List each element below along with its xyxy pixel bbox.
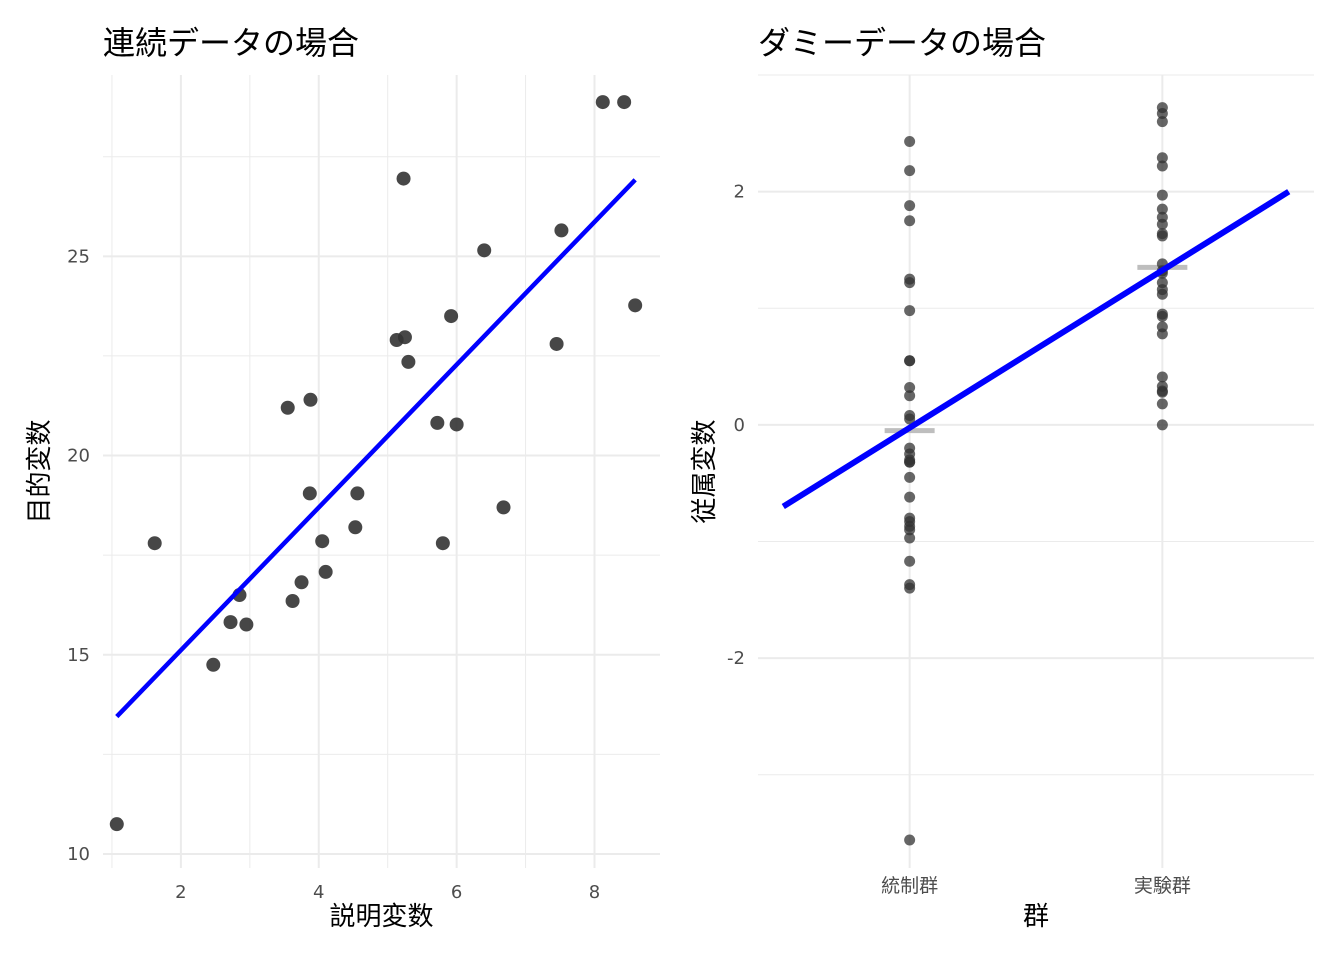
data-point (1156, 116, 1168, 128)
data-point (350, 486, 365, 501)
data-point (435, 536, 450, 551)
data-point (239, 617, 254, 632)
data-point (496, 500, 511, 515)
data-point (1156, 203, 1168, 215)
x-tick-label: 2 (175, 882, 186, 903)
data-point (1156, 398, 1168, 410)
data-point (1156, 371, 1168, 383)
y-tick-label: 0 (734, 415, 745, 436)
y-tick-label: 15 (67, 645, 90, 666)
data-point (449, 417, 464, 432)
data-point (904, 456, 916, 468)
data-point (1156, 386, 1168, 398)
data-point (280, 400, 295, 415)
data-point (549, 336, 564, 351)
data-point (904, 215, 916, 227)
x-axis-label: 群 (1023, 902, 1049, 932)
y-tick-label: 20 (67, 446, 90, 467)
data-point (628, 298, 643, 313)
y-axis-label: 従属変数 (690, 419, 720, 523)
right-chart-title: ダミーデータの場合 (758, 24, 1047, 62)
data-point (1156, 218, 1168, 230)
data-point (904, 305, 916, 317)
data-point (401, 354, 416, 369)
x-tick-label: 統制群 (881, 875, 938, 897)
data-point (1156, 160, 1168, 172)
data-point (302, 486, 317, 501)
data-point (904, 532, 916, 544)
data-point (904, 471, 916, 483)
x-tick-label: 8 (589, 882, 600, 903)
data-point (1156, 189, 1168, 201)
x-axis-label: 説明変数 (329, 902, 433, 932)
data-point (1156, 328, 1168, 340)
data-point (294, 575, 309, 590)
data-point (223, 615, 238, 630)
data-point (315, 534, 330, 549)
regression-line (781, 189, 1291, 510)
data-point (1156, 288, 1168, 300)
data-point (1156, 152, 1168, 164)
left-scatter-chart: 2 4 6 8 10 15 20 25 説明変数 目的変数 (25, 75, 660, 932)
data-point (109, 817, 124, 832)
data-point (348, 520, 363, 535)
x-tick-label: 実験群 (1134, 875, 1191, 897)
data-point (303, 392, 318, 407)
data-point (904, 355, 916, 367)
data-point (147, 536, 162, 551)
data-point (904, 413, 916, 425)
data-point (1156, 419, 1168, 431)
data-point (617, 95, 632, 110)
data-point (904, 524, 916, 536)
data-point (396, 171, 411, 186)
data-point (904, 555, 916, 567)
data-point (1156, 107, 1168, 119)
data-point (904, 200, 916, 212)
data-point (477, 243, 492, 258)
x-tick-label: 6 (451, 882, 462, 903)
y-tick-label: 10 (67, 844, 90, 865)
data-point (595, 95, 610, 110)
y-axis-label: 目的変数 (25, 419, 55, 523)
data-point (1156, 310, 1168, 322)
data-point (904, 277, 916, 289)
data-point (318, 564, 333, 579)
data-point (397, 330, 412, 345)
y-tick-label: -2 (727, 648, 745, 669)
data-point (554, 223, 569, 238)
data-point (904, 165, 916, 177)
data-point (206, 657, 221, 672)
x-tick-label: 4 (313, 882, 324, 903)
y-tick-label: 25 (67, 246, 90, 267)
y-tick-label: 2 (734, 182, 745, 203)
left-chart-title: 連続データの場合 (103, 24, 360, 62)
data-point (285, 594, 300, 609)
data-point (1156, 230, 1168, 242)
data-point (904, 491, 916, 503)
regression-line (115, 178, 637, 719)
data-point (904, 582, 916, 594)
data-point (904, 135, 916, 147)
data-point (904, 390, 916, 402)
data-point (430, 415, 445, 430)
data-point (904, 382, 916, 394)
data-point (444, 309, 459, 324)
data-point (904, 834, 916, 846)
